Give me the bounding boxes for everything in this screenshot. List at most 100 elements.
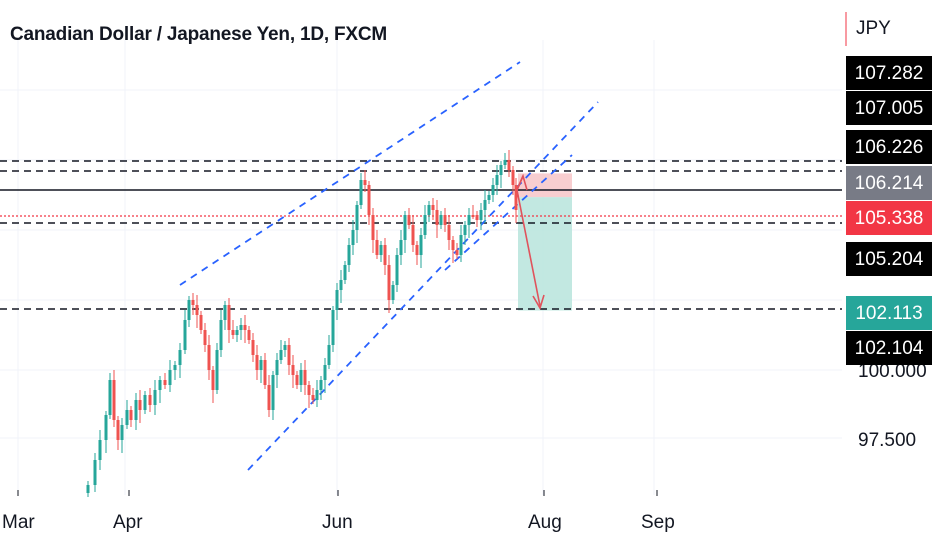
candle-body (347, 245, 351, 265)
candle-body (403, 215, 407, 240)
candle-body (311, 395, 315, 400)
candle-body (203, 330, 207, 345)
candle-body (173, 365, 177, 370)
candle-body (375, 240, 379, 255)
price-label-106.226: 106.226 (846, 130, 932, 164)
candle-body (503, 160, 507, 165)
candle-body (299, 370, 303, 385)
price-label-text: 107.282 (855, 63, 924, 84)
price-label-107.005: 107.005 (846, 91, 932, 125)
price-labels: 107.282 107.005 106.226 106.214 105.338 105.2… (846, 56, 932, 365)
candle-body (183, 320, 187, 350)
price-label-102.113: 102.113 (846, 296, 932, 330)
candle-body (191, 300, 195, 305)
candle-body (271, 375, 275, 410)
candle-body (112, 380, 116, 420)
candle-body (495, 175, 499, 185)
projection-arrow (516, 173, 545, 310)
price-axis: 100.000 97.500 (845, 12, 927, 451)
candle-body (355, 205, 359, 230)
candle-body (339, 280, 343, 290)
candle-body (287, 345, 291, 365)
candle-body (415, 245, 419, 255)
time-axis: Mar Apr Jun Aug Sep (2, 490, 675, 533)
candle-body (511, 170, 515, 185)
horizontal-levels (0, 160, 842, 310)
candle-body (239, 325, 243, 330)
candle-body (275, 360, 279, 375)
x-tick-label: Aug (528, 512, 562, 533)
candle-body (86, 485, 90, 493)
candle-body (507, 160, 511, 170)
candle-body (315, 390, 319, 400)
candle-body (499, 165, 503, 175)
candle-body (263, 360, 267, 385)
candle-body (411, 225, 415, 245)
price-label-105.204: 105.204 (846, 242, 932, 276)
price-label-bg (846, 91, 932, 125)
candle-body (331, 310, 335, 345)
candle-body (125, 410, 129, 425)
candle-body (247, 330, 251, 340)
y-tick-label: 100.000 (858, 361, 927, 382)
candle-body (148, 395, 152, 405)
price-label-text: 102.113 (855, 303, 922, 324)
candle-body (443, 215, 447, 225)
candle-body (134, 400, 138, 420)
candle-body (195, 305, 199, 315)
price-label-text: 106.214 (855, 173, 924, 194)
candle-body (514, 185, 518, 210)
candle-body (383, 245, 387, 265)
candle-body (387, 265, 391, 300)
candle-body (187, 300, 191, 320)
candle-body (399, 240, 403, 255)
price-label-text: 107.005 (855, 98, 924, 119)
price-label-107.282: 107.282 (846, 56, 932, 90)
candle-body (351, 230, 355, 245)
candle-body (435, 210, 439, 225)
price-label-102.104: 102.104 (846, 331, 932, 365)
candle-body (227, 305, 231, 330)
candle-body (447, 225, 451, 240)
price-label-bg (846, 130, 932, 164)
price-label-bg (846, 166, 932, 200)
candle-body (451, 240, 455, 250)
candle-body (431, 205, 435, 210)
candle-body (223, 305, 227, 320)
price-label-106.214: 106.214 (846, 166, 932, 200)
price-label-bg (846, 242, 932, 276)
candle-body (307, 385, 311, 395)
candle-body (479, 210, 483, 220)
candle-body (359, 180, 363, 205)
candle-body (108, 380, 112, 415)
x-tick-label: Apr (113, 512, 143, 533)
candle-body (283, 345, 287, 350)
candle-body (158, 380, 162, 390)
arrow-start (516, 175, 524, 191)
candle-body (291, 365, 295, 375)
channel-line (179, 61, 521, 286)
candlestick-series (86, 150, 518, 497)
candle-body (235, 330, 239, 335)
channel-line (444, 154, 573, 271)
candle-body (391, 285, 395, 300)
candle-body (463, 225, 467, 235)
candle-body (98, 440, 102, 460)
candle-body (471, 215, 475, 217)
candle-body (323, 365, 327, 380)
x-tick-label: Mar (2, 512, 35, 533)
candle-body (483, 200, 487, 210)
candle-body (116, 420, 120, 440)
candle-body (255, 355, 259, 370)
chart-title: Canadian Dollar / Japanese Yen, 1D, FXCM (10, 24, 388, 45)
candle-body (267, 385, 271, 410)
candle-body (487, 195, 491, 200)
price-label-105.338: 105.338 (846, 201, 932, 235)
candle-body (371, 215, 375, 240)
candle-body (467, 215, 471, 225)
price-label-bg (846, 296, 932, 330)
candle-body (211, 370, 215, 390)
candle-body (327, 345, 331, 365)
candle-body (407, 215, 411, 225)
